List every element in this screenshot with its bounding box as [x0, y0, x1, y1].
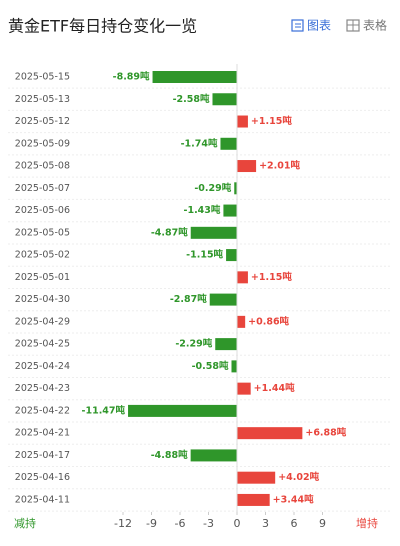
bar — [226, 249, 237, 262]
y-tick-label: 2025-05-02 — [15, 250, 70, 261]
y-tick-label: 2025-04-23 — [15, 383, 70, 394]
increase-label: 增持 — [356, 516, 378, 530]
bar — [237, 493, 270, 506]
y-tick-label: 2025-05-13 — [15, 94, 70, 105]
value-label: -1.74吨 — [181, 137, 218, 149]
bar — [237, 271, 248, 284]
bar — [220, 137, 237, 150]
value-label: -11.47吨 — [82, 404, 126, 416]
bar — [190, 226, 237, 239]
value-label: +4.02吨 — [278, 471, 319, 483]
bar — [231, 360, 237, 373]
y-tick-label: 2025-05-06 — [15, 205, 70, 216]
value-label: -0.58吨 — [192, 360, 229, 372]
bar — [212, 93, 237, 106]
x-tick-label: -9 — [146, 517, 157, 530]
value-label: +1.15吨 — [251, 115, 292, 127]
value-label: -2.87吨 — [170, 293, 207, 305]
y-tick-label: 2025-05-07 — [15, 183, 70, 194]
bar — [215, 338, 237, 351]
bar — [209, 293, 237, 306]
bar — [237, 315, 246, 328]
x-tick-label: 6 — [291, 517, 298, 530]
chart-title: 黄金ETF每日持仓变化一览 — [8, 17, 197, 36]
y-tick-label: 2025-04-22 — [15, 405, 70, 416]
bar — [223, 204, 237, 217]
y-tick-label: 2025-04-11 — [15, 494, 70, 505]
y-tick-label: 2025-05-05 — [15, 227, 70, 238]
y-tick-label: 2025-05-12 — [15, 116, 70, 127]
value-label: +1.15吨 — [251, 271, 292, 283]
y-tick-label: 2025-04-24 — [15, 361, 70, 372]
value-label: +1.44吨 — [254, 382, 295, 394]
tab-label: 图表 — [307, 19, 331, 33]
x-tick-label: 3 — [262, 517, 269, 530]
bar — [128, 404, 237, 417]
bar — [152, 71, 237, 83]
value-label: +0.86吨 — [248, 315, 289, 327]
value-label: -1.15吨 — [186, 249, 223, 261]
tab-table[interactable]: 表格 — [346, 18, 387, 33]
y-tick-label: 2025-04-21 — [15, 428, 70, 439]
bar — [237, 471, 276, 484]
value-label: -2.58吨 — [173, 93, 210, 105]
value-label: -0.29吨 — [194, 182, 231, 194]
bar — [190, 449, 237, 462]
y-tick-label: 2025-05-08 — [15, 161, 70, 172]
x-tick-label: -3 — [203, 517, 214, 530]
value-label: -4.88吨 — [151, 449, 188, 461]
x-tick-label: 9 — [319, 517, 326, 530]
tab-chart[interactable]: 图表 — [291, 19, 331, 33]
y-tick-label: 2025-04-16 — [15, 472, 70, 483]
bar — [237, 427, 303, 440]
y-tick-label: 2025-04-30 — [15, 294, 70, 305]
y-tick-label: 2025-05-01 — [15, 272, 70, 283]
bar — [237, 382, 251, 395]
value-label: -1.43吨 — [184, 204, 221, 216]
x-tick-label: -12 — [114, 517, 132, 530]
value-label: -8.89吨 — [113, 71, 150, 83]
x-tick-label: 0 — [234, 517, 241, 530]
y-tick-label: 2025-04-17 — [15, 450, 70, 461]
bar — [237, 160, 257, 173]
y-tick-label: 2025-04-29 — [15, 316, 70, 327]
bar — [234, 182, 237, 195]
x-tick-label: -6 — [175, 517, 186, 530]
value-label: +3.44吨 — [273, 493, 314, 505]
y-tick-label: 2025-05-15 — [15, 72, 70, 83]
decrease-label: 减持 — [14, 516, 36, 530]
tab-icon — [291, 19, 304, 32]
bar — [237, 115, 248, 128]
tab-label: 表格 — [363, 18, 387, 33]
value-label: -2.29吨 — [175, 338, 212, 350]
y-tick-label: 2025-04-25 — [15, 339, 70, 350]
y-tick-label: 2025-05-09 — [15, 138, 70, 149]
value-label: +6.88吨 — [305, 427, 346, 439]
value-label: -4.87吨 — [151, 226, 188, 238]
value-label: +2.01吨 — [259, 160, 300, 172]
